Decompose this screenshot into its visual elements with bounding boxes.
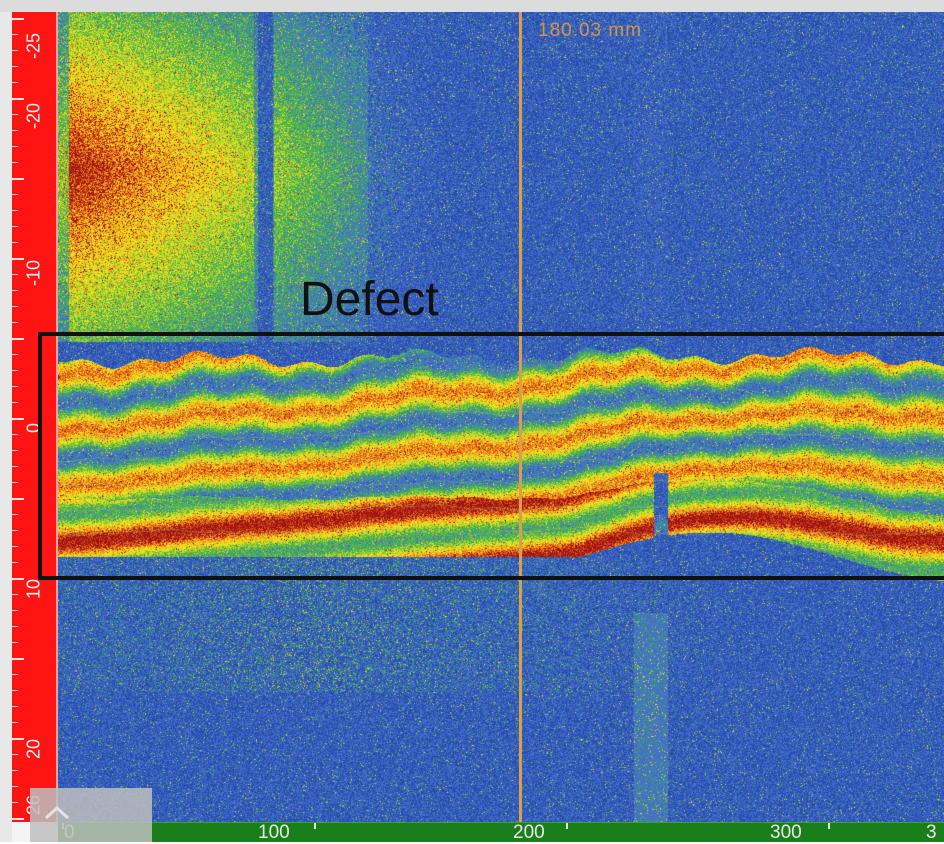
ruler-tick: [12, 50, 18, 51]
ruler-tick: [12, 578, 24, 580]
ruler-tick: [12, 722, 18, 723]
ruler-tick: [12, 66, 18, 67]
ruler-label-x3: 3: [926, 822, 937, 843]
defect-annotation-box: [38, 332, 944, 580]
scan-heatmap[interactable]: [58, 12, 944, 822]
ruler-tick: [12, 594, 18, 595]
ruler-tick: [12, 162, 18, 163]
ruler-tick: [12, 562, 18, 563]
position-cursor-line[interactable]: [519, 12, 522, 822]
ruler-tick: [12, 738, 24, 740]
ruler-label-x300: 300: [770, 822, 802, 843]
ruler-tick: [12, 626, 18, 627]
ruler-tick: [12, 674, 18, 675]
ruler-tick: [12, 226, 18, 227]
ruler-tick: [12, 770, 18, 771]
ruler-tick: [12, 418, 24, 420]
ruler-tick: [12, 322, 18, 323]
ruler-tick: [12, 610, 18, 611]
left-strip: [0, 12, 12, 842]
ruler-tick: [566, 823, 568, 829]
ruler-tick: [12, 34, 18, 35]
ruler-tick: [12, 242, 18, 243]
ruler-tick: [12, 370, 18, 371]
ruler-tick: [12, 482, 18, 483]
ruler-tick: [12, 498, 24, 500]
ruler-tick: [12, 178, 24, 180]
ruler-tick: [828, 823, 830, 829]
ruler-tick: [12, 114, 18, 115]
ruler-tick: [12, 818, 24, 820]
cursor-position-readout: 180.03 mm: [538, 20, 643, 41]
ruler-tick: [12, 514, 18, 515]
top-border: [0, 0, 944, 12]
ruler-tick: [12, 466, 18, 467]
ruler-tick: [12, 354, 18, 355]
ruler-tick: [12, 98, 24, 100]
ruler-tick: [12, 338, 24, 340]
ruler-tick: [12, 802, 18, 803]
ruler-label-x100: 100: [258, 822, 290, 843]
ruler-tick: [12, 786, 18, 787]
ruler-tick: [12, 530, 18, 531]
ruler-tick: [12, 754, 18, 755]
ruler-tick: [314, 823, 316, 829]
ruler-label-neg20: -20: [23, 102, 44, 130]
defect-annotation-label: Defect: [300, 273, 439, 326]
ruler-tick: [12, 274, 18, 275]
ruler-tick: [12, 546, 18, 547]
ruler-tick: [12, 290, 18, 291]
ruler-tick: [12, 130, 18, 131]
ruler-tick: [12, 658, 24, 660]
ruler-tick: [12, 402, 18, 403]
ruler-tick: [12, 18, 24, 20]
home-icon[interactable]: [42, 800, 72, 830]
ruler-tick: [12, 434, 18, 435]
ruler-tick: [12, 690, 18, 691]
ruler-tick: [12, 194, 18, 195]
vertical-ruler: -25 -20 -10 0 10 20 26: [12, 12, 58, 822]
ruler-label-x200: 200: [513, 822, 545, 843]
ruler-tick: [12, 642, 18, 643]
ruler-tick: [12, 258, 24, 260]
ruler-tick: [12, 210, 18, 211]
ruler-label-neg10: -10: [23, 259, 44, 287]
ruler-label-neg25: -25: [23, 32, 44, 60]
ruler-label-20: 20: [23, 738, 44, 760]
ruler-tick: [12, 386, 18, 387]
ruler-tick: [12, 706, 18, 707]
horizontal-ruler: 0 100 200 300 3: [58, 822, 944, 843]
scan-image[interactable]: [58, 12, 944, 822]
ruler-label-10: 10: [23, 578, 44, 600]
ruler-tick: [12, 146, 18, 147]
ruler-tick: [12, 306, 18, 307]
ruler-tick: [12, 82, 18, 83]
ruler-tick: [12, 450, 18, 451]
